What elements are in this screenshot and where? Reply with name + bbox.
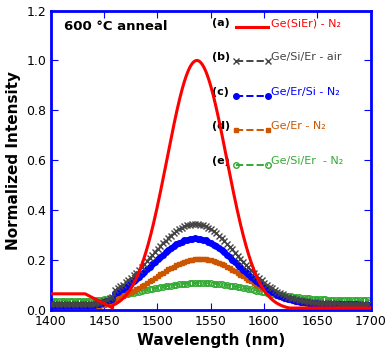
Text: (c): (c) — [212, 87, 229, 97]
Text: (b): (b) — [212, 52, 230, 63]
Text: Ge/Er/Si - N₂: Ge/Er/Si - N₂ — [271, 87, 340, 97]
Text: 600 °C anneal: 600 °C anneal — [64, 19, 167, 33]
Text: Ge/Si/Er - air: Ge/Si/Er - air — [271, 52, 342, 63]
X-axis label: Wavelength (nm): Wavelength (nm) — [137, 333, 285, 348]
Text: (a): (a) — [212, 18, 230, 28]
Text: Ge/Er - N₂: Ge/Er - N₂ — [271, 121, 326, 131]
Text: Ge(SiEr) - N₂: Ge(SiEr) - N₂ — [271, 18, 341, 28]
Y-axis label: Normalized Intensity: Normalized Intensity — [5, 71, 20, 250]
Text: (e): (e) — [212, 156, 230, 166]
Text: Ge/Si/Er  - N₂: Ge/Si/Er - N₂ — [271, 156, 344, 166]
Text: (d): (d) — [212, 121, 230, 131]
